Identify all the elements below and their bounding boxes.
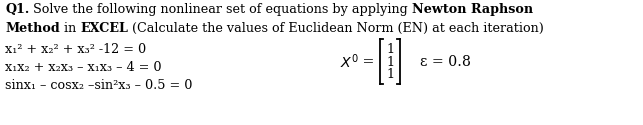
Text: $X^0$: $X^0$ bbox=[340, 53, 359, 71]
Text: Q1.: Q1. bbox=[5, 3, 29, 16]
Text: 1: 1 bbox=[386, 43, 394, 56]
Text: in: in bbox=[60, 22, 80, 35]
Text: EXCEL: EXCEL bbox=[80, 22, 128, 35]
Text: ε = 0.8: ε = 0.8 bbox=[420, 55, 471, 69]
Text: 1: 1 bbox=[386, 68, 394, 81]
Text: x₁² + x₂² + x₃² -12 = 0: x₁² + x₂² + x₃² -12 = 0 bbox=[5, 43, 146, 56]
Text: Newton Raphson: Newton Raphson bbox=[412, 3, 533, 16]
Text: Method: Method bbox=[5, 22, 60, 35]
Text: x₁x₂ + x₂x₃ – x₁x₃ – 4 = 0: x₁x₂ + x₂x₃ – x₁x₃ – 4 = 0 bbox=[5, 61, 161, 74]
Text: Solve the following nonlinear set of equations by applying: Solve the following nonlinear set of equ… bbox=[29, 3, 412, 16]
Text: 1: 1 bbox=[386, 56, 394, 68]
Text: sinx₁ – cosx₂ –sin²x₃ – 0.5 = 0: sinx₁ – cosx₂ –sin²x₃ – 0.5 = 0 bbox=[5, 79, 192, 92]
Text: =: = bbox=[358, 55, 374, 69]
Text: (Calculate the values of Euclidean Norm (EN) at each iteration): (Calculate the values of Euclidean Norm … bbox=[128, 22, 544, 35]
